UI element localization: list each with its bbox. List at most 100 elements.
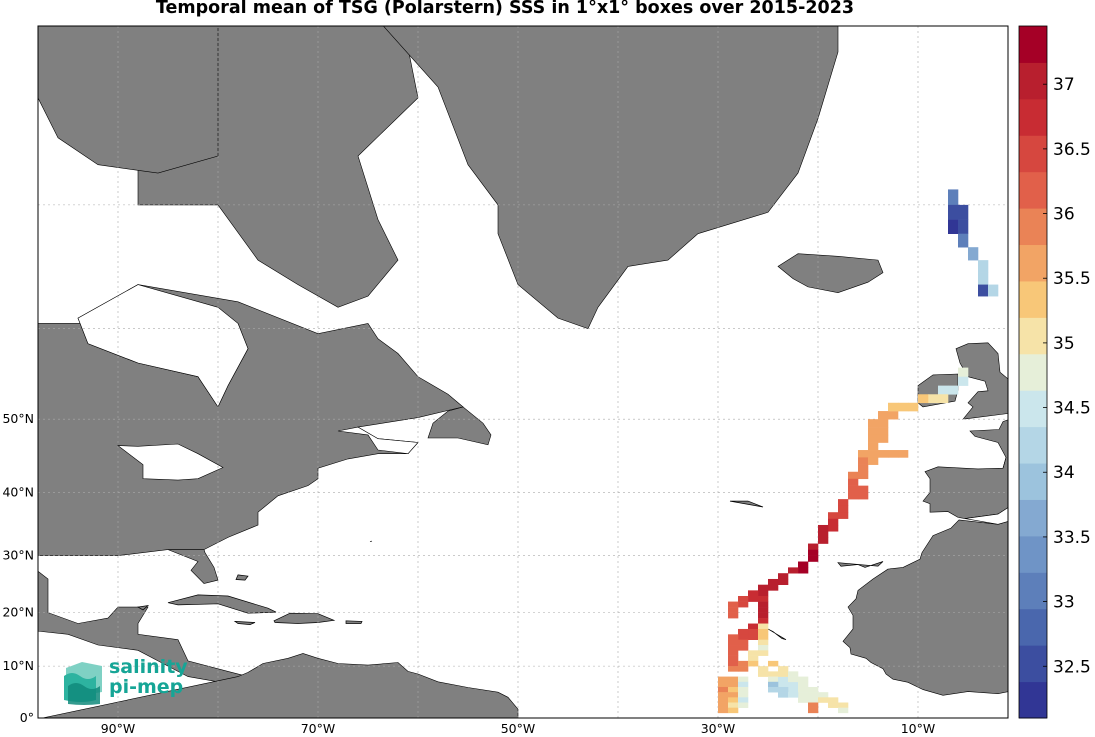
sss-cell	[728, 702, 739, 708]
sss-cell	[878, 450, 889, 458]
colorbar-segment	[1019, 463, 1047, 500]
sss-cell	[758, 595, 769, 602]
sss-cell	[728, 686, 739, 693]
sss-cell	[848, 492, 859, 500]
colorbar-segment	[1019, 390, 1047, 428]
sss-cell	[808, 543, 819, 550]
sss-cell	[738, 686, 749, 693]
land-iceland	[777, 253, 884, 294]
sss-cell	[788, 686, 799, 693]
sss-cell	[758, 601, 769, 608]
colorbar-tick-label: 36	[1053, 205, 1075, 225]
sss-cell	[838, 512, 849, 519]
sss-cell	[768, 686, 779, 693]
sss-cell	[868, 450, 879, 458]
sss-cell	[858, 492, 869, 500]
sss-cell	[928, 394, 939, 404]
colorbar-tick-label: 34	[1053, 463, 1075, 483]
sss-cell	[728, 612, 739, 619]
sss-cell	[808, 702, 819, 708]
sss-cell	[828, 697, 839, 703]
sss-cell	[888, 402, 899, 412]
sss-cell	[768, 681, 779, 688]
colorbar-tick-label: 33.5	[1053, 528, 1091, 548]
sss-cell	[728, 666, 739, 672]
sss-cell	[958, 233, 969, 248]
sss-cell	[788, 671, 799, 677]
sss-cell	[808, 692, 819, 698]
sss-cell	[978, 284, 989, 297]
sss-cell	[758, 634, 769, 640]
sss-cell	[798, 686, 809, 693]
sss-cell	[758, 623, 769, 630]
sss-cell	[878, 419, 889, 428]
colorbar-segment	[1019, 171, 1047, 209]
sss-cell	[808, 555, 819, 562]
colorbar-tick-label: 37	[1053, 75, 1075, 95]
axis-ticks: 90°W 70°W 50°W 30°W 10°W 0° 10°N 20°N 30°N 40°N 50…	[2, 411, 935, 736]
sss-cell	[738, 645, 749, 651]
sss-cell	[958, 219, 969, 234]
sss-cell	[758, 639, 769, 646]
colorbar-tick-label: 35.5	[1053, 269, 1091, 289]
sss-cell	[778, 666, 789, 672]
sss-cell	[868, 442, 879, 451]
sss-cell	[818, 697, 829, 703]
sss-cell	[978, 272, 989, 285]
sss-cell	[778, 681, 789, 688]
sss-cell	[858, 457, 869, 465]
sss-cell	[798, 561, 809, 568]
sss-cell	[728, 660, 739, 667]
island-puerto-rico	[345, 620, 363, 624]
island-cape-verde	[767, 628, 787, 641]
sss-cell	[718, 692, 729, 698]
island-cuba	[167, 594, 277, 614]
sss-cell	[908, 402, 919, 412]
island-yucatan-island	[136, 604, 150, 611]
sss-cell	[768, 660, 779, 667]
sss-cell	[758, 628, 769, 635]
lon-tick-label: 50°W	[501, 721, 536, 736]
sss-cell	[728, 650, 739, 656]
water-hudson-bay	[77, 284, 249, 408]
sss-cell	[848, 471, 859, 480]
sss-cell	[788, 676, 799, 683]
sss-cell	[718, 681, 729, 688]
sss-cell	[818, 692, 829, 698]
sss-cell	[798, 692, 809, 698]
map-title: Temporal mean of TSG (Polarstern) SSS in…	[155, 0, 855, 18]
water-bay-of-biscay-fill	[1002, 457, 1007, 469]
island-azores	[729, 500, 764, 508]
sss-cell	[728, 634, 739, 640]
sss-cell	[738, 666, 749, 672]
sss-cell	[788, 681, 799, 688]
island-bermuda	[369, 540, 373, 543]
lon-tick-label: 70°W	[301, 721, 336, 736]
sss-cell	[778, 578, 789, 585]
sss-cell	[778, 676, 789, 683]
sss-cell	[718, 676, 729, 683]
colorbar-segment	[1019, 244, 1047, 282]
sss-cell	[818, 531, 829, 538]
lon-tick-label: 10°W	[901, 721, 936, 736]
sss-cell	[728, 676, 739, 683]
sss-cell	[798, 567, 809, 574]
colorbar-tick-label: 35	[1053, 334, 1075, 354]
colorbar-segment	[1019, 681, 1047, 719]
sss-cell	[878, 427, 889, 436]
water-great-lakes	[117, 443, 224, 481]
sss-cell	[748, 634, 759, 640]
sss-cell	[738, 692, 749, 698]
sss-cell	[778, 671, 789, 677]
sss-cell	[728, 697, 739, 703]
lon-tick-label: 90°W	[101, 721, 136, 736]
sss-cell	[738, 702, 749, 708]
lon-tick-label: 30°W	[701, 721, 736, 736]
colorbar-segment	[1019, 353, 1047, 391]
sss-cell	[758, 607, 769, 613]
colorbar-tick-label: 32.5	[1053, 657, 1091, 677]
sss-cell	[828, 702, 839, 708]
sss-cell	[938, 394, 949, 404]
sss-cell	[748, 660, 759, 667]
lat-tick-label: 30°N	[2, 548, 34, 563]
